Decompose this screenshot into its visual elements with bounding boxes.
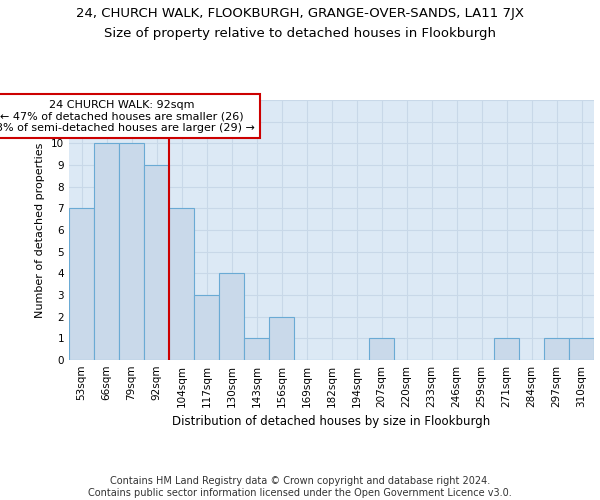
Text: Size of property relative to detached houses in Flookburgh: Size of property relative to detached ho…: [104, 28, 496, 40]
Bar: [69, 208, 94, 360]
Bar: [144, 165, 169, 360]
Bar: [219, 274, 244, 360]
Text: 24 CHURCH WALK: 92sqm
← 47% of detached houses are smaller (26)
53% of semi-deta: 24 CHURCH WALK: 92sqm ← 47% of detached …: [0, 100, 254, 133]
Bar: [194, 295, 219, 360]
Bar: [269, 316, 294, 360]
Bar: [369, 338, 394, 360]
Bar: [569, 338, 594, 360]
Bar: [244, 338, 269, 360]
X-axis label: Distribution of detached houses by size in Flookburgh: Distribution of detached houses by size …: [172, 416, 491, 428]
Y-axis label: Number of detached properties: Number of detached properties: [35, 142, 46, 318]
Bar: [544, 338, 569, 360]
Bar: [169, 208, 194, 360]
Text: Contains HM Land Registry data © Crown copyright and database right 2024.
Contai: Contains HM Land Registry data © Crown c…: [88, 476, 512, 498]
Bar: [119, 144, 144, 360]
Text: 24, CHURCH WALK, FLOOKBURGH, GRANGE-OVER-SANDS, LA11 7JX: 24, CHURCH WALK, FLOOKBURGH, GRANGE-OVER…: [76, 8, 524, 20]
Bar: [494, 338, 519, 360]
Bar: [94, 144, 119, 360]
